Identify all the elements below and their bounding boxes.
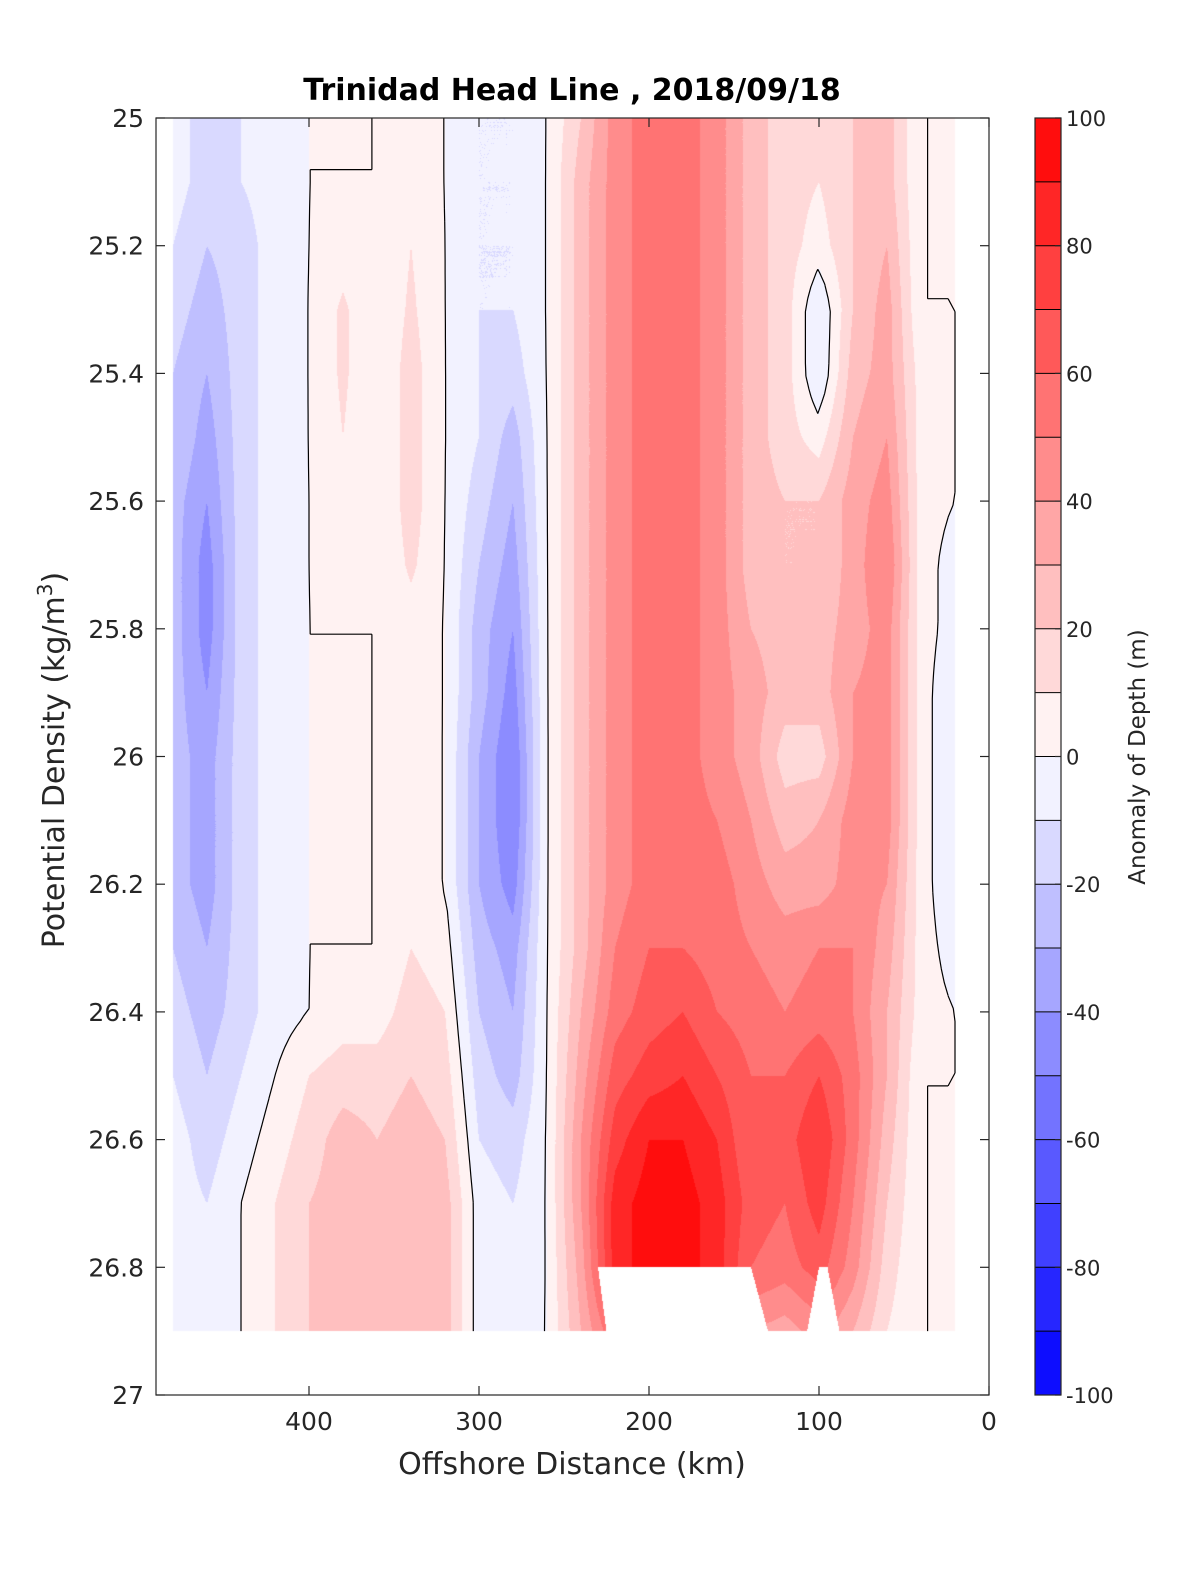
colorbar-tick-label: -40 (1066, 1001, 1100, 1025)
y-tick-label: 26.6 (88, 1126, 144, 1155)
x-tick-label: 300 (455, 1407, 503, 1436)
colorbar-swatch (1035, 309, 1061, 374)
y-axis: 25 25.2 25.4 25.6 25.8 26 26.2 26.4 26.6 26.8 27 (88, 104, 989, 1410)
colorbar-tick-label: 100 (1066, 107, 1106, 131)
colorbar-swatch (1035, 373, 1061, 438)
x-tick-label: 200 (625, 1407, 673, 1436)
zero-contour-path (240, 118, 956, 1332)
x-tick-label: 400 (285, 1407, 333, 1436)
colorbar-swatch (1035, 628, 1061, 693)
y-tick-label: 27 (112, 1381, 144, 1410)
y-tick-label: 25.6 (88, 487, 144, 516)
colorbar-tick-label: 0 (1066, 746, 1079, 770)
x-axis-title: Offshore Distance (km) (398, 1447, 746, 1482)
y-axis-title-superscript: 3 (33, 583, 57, 596)
y-tick-label: 25.4 (88, 359, 144, 388)
colorbar-swatch (1035, 820, 1061, 885)
y-tick-label: 26 (112, 743, 144, 772)
y-tick-label: 25.8 (88, 615, 144, 644)
y-axis-title-end: ) (37, 572, 72, 584)
x-tick-label: 0 (981, 1407, 997, 1436)
x-axis: 400 300 200 100 0 (285, 118, 997, 1436)
colorbar-tick-label: 40 (1066, 490, 1093, 514)
colorbar-swatch (1035, 1267, 1061, 1332)
colorbar-swatch (1035, 564, 1061, 629)
x-tick-label: 100 (795, 1407, 843, 1436)
colorbar-tick-label: -100 (1066, 1384, 1114, 1408)
colorbar-swatch (1035, 501, 1061, 565)
colorbar-swatch (1035, 1075, 1061, 1140)
colorbar-swatch (1035, 1331, 1061, 1395)
colorbar-tick-label: 60 (1066, 362, 1093, 386)
colorbar-swatch (1035, 1139, 1061, 1204)
colorbar-tick-label: -20 (1066, 873, 1100, 897)
colorbar-swatch (1035, 884, 1061, 949)
colorbar-tick-label: -60 (1066, 1129, 1100, 1153)
colorbar-title: Anomaly of Depth (m) (1125, 629, 1151, 884)
plot-area (155, 117, 990, 1396)
y-tick-label: 26.4 (88, 998, 144, 1027)
y-axis-title-main: Potential Density (kg/m (37, 596, 72, 948)
colorbar-swatch (1035, 181, 1061, 246)
colorbar-swatch (1035, 245, 1061, 310)
colorbar-swatch (1035, 948, 1061, 1012)
colorbar-swatch (1035, 1011, 1061, 1076)
y-tick-label: 25 (112, 104, 144, 133)
colorbar-swatch (1035, 118, 1061, 182)
chart-title: Trinidad Head Line , 2018/09/18 (303, 73, 840, 108)
colorbar-tick-label: -80 (1066, 1256, 1100, 1280)
colorbar-swatch (1035, 692, 1061, 757)
colorbar-swatch (1035, 756, 1061, 821)
contour-fill (156, 118, 989, 1395)
colorbar-swatch (1035, 437, 1061, 502)
y-tick-label: 26.8 (88, 1253, 144, 1282)
y-tick-label: 25.2 (88, 232, 144, 261)
colorbar-swatch (1035, 1203, 1061, 1268)
zero-contour-lines (240, 118, 956, 1332)
colorbar-tick-label: 20 (1066, 618, 1093, 642)
y-tick-label: 26.2 (88, 870, 144, 899)
colorbar-tick-label: 80 (1066, 235, 1093, 259)
y-axis-title: Potential Density (kg/m3) (33, 572, 72, 948)
colorbar: 100 80 60 40 20 0 -20 -40 -60 -80 -100 (1034, 107, 1114, 1408)
